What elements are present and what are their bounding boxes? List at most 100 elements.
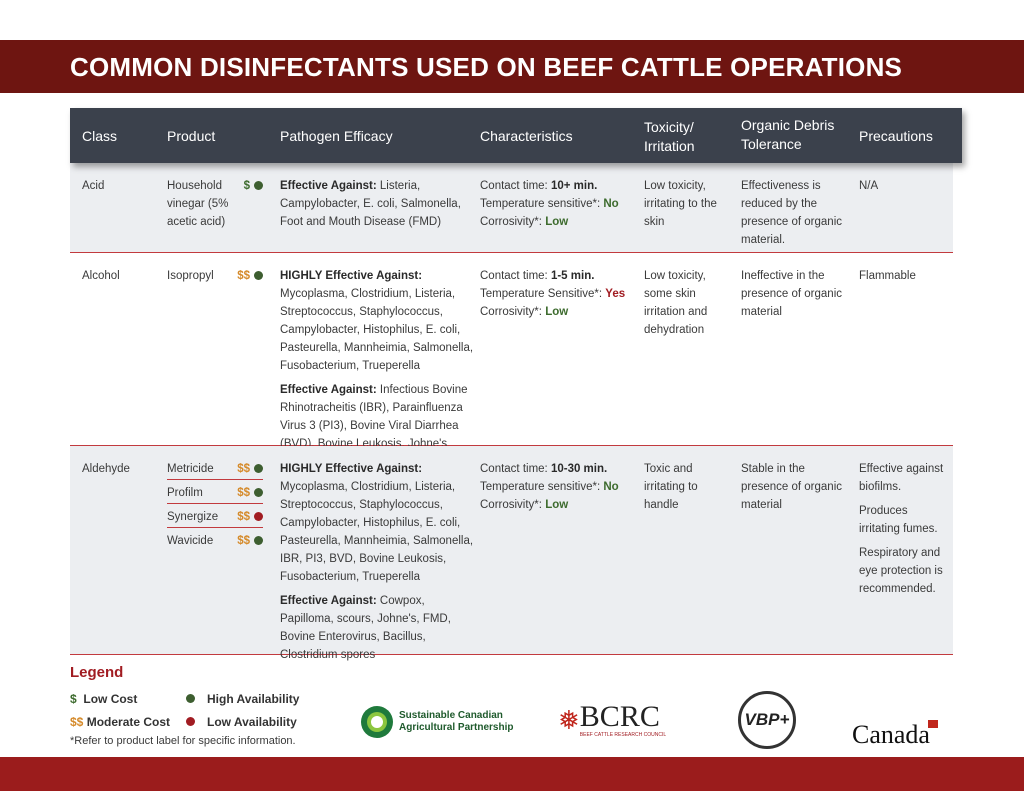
- corrosivity-label: Corrosivity*:: [480, 216, 546, 228]
- product-name: Wavicide: [167, 535, 214, 547]
- header-precautions: Precautions: [859, 128, 933, 144]
- class-cell: Aldehyde: [82, 463, 130, 475]
- header-pathogen: Pathogen Efficacy: [280, 128, 393, 144]
- moderate-cost-symbol: $$: [70, 714, 84, 729]
- corrosivity: Low: [545, 306, 569, 318]
- low-cost-label: Low Cost: [83, 691, 138, 706]
- efficacy-text: Listeria, Campylobacter, E. coli, Salmon…: [280, 180, 461, 228]
- class-cell: Acid: [82, 180, 105, 192]
- corrosivity-label: Corrosivity*:: [480, 499, 546, 511]
- class-cell: Alcohol: [82, 270, 120, 282]
- table-row: Alcohol Isopropyl $$ HIGHLY Effective Aga…: [70, 253, 953, 450]
- contact-label: Contact time:: [480, 270, 551, 282]
- precaution-item: Flammable: [859, 270, 916, 282]
- header-organic: Organic Debris Tolerance: [741, 117, 835, 152]
- efficacy-label: Effective Against:: [280, 384, 377, 396]
- precaution-item: Produces irritating fumes.: [859, 505, 938, 535]
- precautions-cell: Effective against biofilms. Produces irri…: [859, 460, 949, 604]
- availability-dot-icon: [254, 512, 263, 521]
- low-availability-label: Low Availability: [207, 714, 297, 729]
- pathogen-cell: Effective Against: Listeria, Campylobact…: [280, 177, 475, 237]
- contact-time: 10-30 min.: [550, 463, 608, 475]
- product-name: Profilm: [167, 487, 203, 499]
- availability-dot-icon: [254, 464, 263, 473]
- temp-sensitive: No: [603, 198, 619, 210]
- precautions-cell: N/A: [859, 177, 949, 201]
- product-name: Synergize: [167, 511, 219, 523]
- pathogen-cell: HIGHLY Effective Against: Mycoplasma, Cl…: [280, 460, 475, 670]
- product-item: Household vinegar (5% acetic acid) $: [167, 177, 263, 232]
- toxicity-cell: Low toxicity, irritating to the skin: [644, 180, 717, 228]
- table-row: Aldehyde Metricide $$ Profilm $$ Synergize $$…: [70, 446, 953, 661]
- temp-label: Temperature Sensitive*:: [480, 288, 606, 300]
- product-name: Household vinegar (5% acetic acid): [167, 180, 229, 228]
- canada-flag-icon: [927, 720, 938, 728]
- cost-indicator: $$: [237, 535, 250, 547]
- vbp-logo: VBP+: [738, 691, 796, 749]
- scap-logo: Sustainable Canadian Agricultural Partne…: [360, 705, 524, 739]
- header-toxicity: Toxicity/ Irritation: [644, 119, 695, 154]
- legend-note: *Refer to product label for specific inf…: [70, 735, 296, 747]
- temp-sensitive: No: [603, 481, 619, 493]
- characteristics-cell: Contact time: 10+ min. Temperature sensi…: [480, 177, 640, 231]
- corrosivity-label: Corrosivity*:: [480, 306, 546, 318]
- organic-tolerance-cell: Effectiveness is reduced by the presence…: [741, 180, 843, 246]
- characteristics-cell: Contact time: 10-30 min. Temperature sen…: [480, 460, 640, 514]
- header-characteristics: Characteristics: [480, 128, 573, 144]
- availability-dot-icon: [254, 181, 263, 190]
- scap-icon: [361, 706, 393, 738]
- precaution-item: Effective against biofilms.: [859, 463, 944, 493]
- maple-leaf-icon: ❅: [558, 704, 580, 735]
- efficacy-text: Mycoplasma, Clostridium, Listeria, Strep…: [280, 481, 474, 583]
- availability-dot-icon: [254, 536, 263, 545]
- efficacy-label: HIGHLY Effective Against:: [280, 270, 423, 282]
- availability-dot-icon: [254, 488, 263, 497]
- temp-label: Temperature sensitive*:: [480, 481, 604, 493]
- precaution-item: N/A: [859, 180, 879, 192]
- cost-indicator: $$: [237, 270, 250, 282]
- high-availability-dot-icon: [186, 694, 195, 703]
- moderate-cost-label: Moderate Cost: [86, 714, 171, 729]
- header-class: Class: [82, 128, 118, 144]
- corrosivity: Low: [545, 499, 569, 511]
- legend-title: Legend: [70, 664, 124, 681]
- pathogen-cell: HIGHLY Effective Against: Mycoplasma, Cl…: [280, 267, 475, 459]
- characteristics-cell: Contact time: 1-5 min. Temperature Sensi…: [480, 267, 640, 321]
- toxicity-cell: Toxic and irritating to handle: [644, 463, 698, 511]
- efficacy-text: Cowpox, Papilloma, scours, Johne's, FMD,…: [280, 595, 451, 661]
- efficacy-label: Effective Against:: [280, 180, 377, 192]
- table-row: Acid Household vinegar (5% acetic acid) $…: [70, 163, 953, 253]
- cost-indicator: $: [243, 180, 250, 192]
- product-cell: Isopropyl $$: [167, 267, 267, 290]
- product-item: Wavicide $$: [167, 532, 263, 551]
- footer-band: [0, 757, 1024, 791]
- efficacy-text: Mycoplasma, Clostridium, Listeria, Strep…: [280, 288, 474, 372]
- product-item: Synergize $$: [167, 508, 263, 528]
- product-name: Metricide: [167, 463, 214, 475]
- product-cell: Household vinegar (5% acetic acid) $: [167, 177, 267, 236]
- cost-indicator: $$: [237, 487, 250, 499]
- contact-time: 10+ min.: [550, 180, 598, 192]
- precaution-item: Respiratory and eye protection is recomm…: [859, 547, 943, 595]
- contact-label: Contact time:: [480, 463, 551, 475]
- organic-tolerance-cell: Stable in the presence of organic materi…: [741, 463, 843, 511]
- bcrc-logo: ❅ BCRC BEEF CATTLE RESEARCH COUNCIL: [558, 700, 667, 739]
- product-item: Profilm $$: [167, 484, 263, 504]
- precautions-cell: Flammable: [859, 267, 949, 291]
- contact-time: 1-5 min.: [550, 270, 595, 282]
- toxicity-cell: Low toxicity, some skin irritation and d…: [644, 270, 708, 336]
- product-item: Isopropyl $$: [167, 267, 263, 286]
- temp-sensitive: Yes: [605, 288, 626, 300]
- availability-dot-icon: [254, 271, 263, 280]
- legend: Legend $ Low Cost High Availability $$ Mo…: [70, 664, 299, 747]
- organic-tolerance-cell: Ineffective in the presence of organic m…: [741, 270, 843, 318]
- canada-wordmark: Canada: [852, 720, 938, 750]
- header-product: Product: [167, 128, 216, 144]
- efficacy-label: Effective Against:: [280, 595, 377, 607]
- contact-label: Contact time:: [480, 180, 551, 192]
- table-header: Class Product Pathogen Efficacy Characte…: [70, 108, 962, 163]
- page-title: COMMON DISINFECTANTS USED ON BEEF CATTLE…: [70, 52, 903, 82]
- low-availability-dot-icon: [186, 717, 195, 726]
- low-cost-symbol: $: [70, 691, 77, 706]
- product-item: Metricide $$: [167, 460, 263, 480]
